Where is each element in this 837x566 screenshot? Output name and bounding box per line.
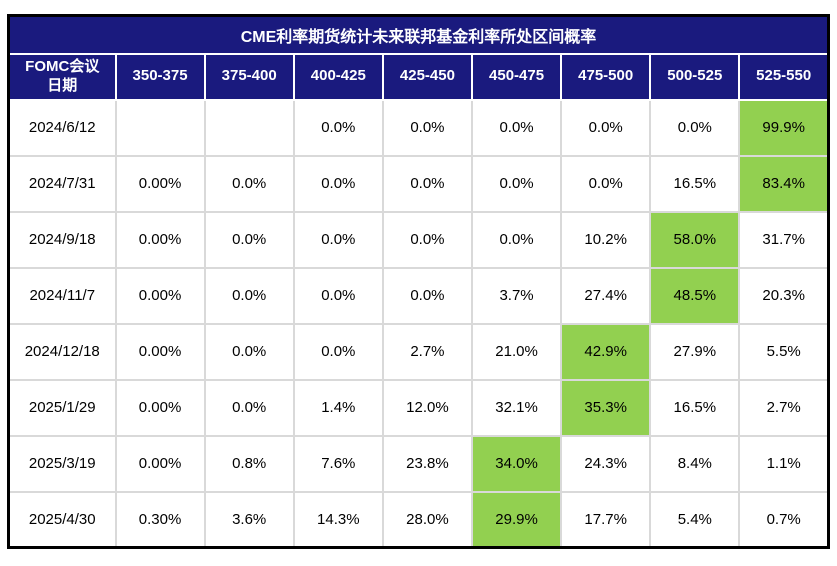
probability-cell-highlighted: 35.3%	[560, 378, 652, 437]
probability-cell: 0.0%	[292, 322, 384, 381]
probability-cell-highlighted: 34.0%	[470, 434, 563, 493]
rate-range-header: 475-500	[560, 52, 652, 101]
cme-rate-probability-table: CME利率期货统计未来联邦基金利率所处区间概率 FOMC会议 日期 350-37…	[7, 14, 830, 549]
probability-cell-highlighted: 83.4%	[738, 154, 830, 213]
probability-cell: 0.0%	[203, 154, 295, 213]
probability-cell: 1.4%	[292, 378, 384, 437]
rate-range-header: 350-375	[114, 52, 206, 101]
table-row: 2024/11/7 0.00% 0.0% 0.0% 0.0% 3.7% 27.4% 48.5%…	[7, 266, 830, 325]
column-header-row: FOMC会议 日期 350-375 375-400 400-425 425-450 45…	[7, 52, 830, 101]
fomc-date-cell: 2025/3/19	[7, 434, 117, 493]
rate-range-header: 375-400	[203, 52, 295, 101]
rate-range-header: 500-525	[649, 52, 741, 101]
probability-cell: 0.0%	[381, 210, 474, 269]
probability-cell: 16.5%	[649, 378, 741, 437]
corner-header-fomc-date: FOMC会议 日期	[7, 52, 117, 101]
probability-cell: 28.0%	[381, 490, 474, 549]
probability-cell: 0.0%	[292, 210, 384, 269]
probability-cell: 0.00%	[114, 322, 206, 381]
rate-range-header: 425-450	[381, 52, 474, 101]
probability-cell: 3.6%	[203, 490, 295, 549]
probability-cell: 12.0%	[381, 378, 474, 437]
probability-cell: 2.7%	[381, 322, 474, 381]
probability-cell-highlighted: 58.0%	[649, 210, 741, 269]
rate-range-header: 450-475	[470, 52, 563, 101]
fomc-date-cell: 2025/4/30	[7, 490, 117, 549]
rate-range-header: 525-550	[738, 52, 830, 101]
corner-header-line-2: 日期	[47, 76, 78, 94]
probability-cell: 5.5%	[738, 322, 830, 381]
probability-cell	[203, 98, 295, 157]
probability-cell-highlighted: 48.5%	[649, 266, 741, 325]
probability-cell: 0.0%	[203, 266, 295, 325]
probability-cell: 21.0%	[470, 322, 563, 381]
probability-cell: 27.4%	[560, 266, 652, 325]
probability-cell: 0.0%	[381, 266, 474, 325]
probability-cell: 0.00%	[114, 378, 206, 437]
table-row: 2024/12/18 0.00% 0.0% 0.0% 2.7% 21.0% 42.9% 27.…	[7, 322, 830, 381]
table-row: 2025/4/30 0.30% 3.6% 14.3% 28.0% 29.9% 17.7% 5.…	[7, 490, 830, 549]
probability-cell: 0.00%	[114, 154, 206, 213]
probability-cell: 0.0%	[649, 98, 741, 157]
table-title: CME利率期货统计未来联邦基金利率所处区间概率	[7, 14, 830, 55]
table-head: CME利率期货统计未来联邦基金利率所处区间概率 FOMC会议 日期 350-37…	[7, 14, 830, 101]
probability-cell: 0.0%	[560, 154, 652, 213]
probability-cell: 0.7%	[738, 490, 830, 549]
fomc-date-cell: 2024/12/18	[7, 322, 117, 381]
probability-cell-highlighted: 99.9%	[738, 98, 830, 157]
probability-cell: 0.0%	[292, 98, 384, 157]
probability-cell: 0.0%	[292, 266, 384, 325]
probability-cell: 23.8%	[381, 434, 474, 493]
probability-cell: 14.3%	[292, 490, 384, 549]
probability-cell: 16.5%	[649, 154, 741, 213]
probability-cell: 0.30%	[114, 490, 206, 549]
probability-cell: 0.0%	[470, 98, 563, 157]
probability-cell: 3.7%	[470, 266, 563, 325]
probability-cell: 0.0%	[203, 378, 295, 437]
probability-cell: 2.7%	[738, 378, 830, 437]
probability-cell: 0.8%	[203, 434, 295, 493]
fomc-date-cell: 2025/1/29	[7, 378, 117, 437]
probability-cell: 32.1%	[470, 378, 563, 437]
probability-cell: 31.7%	[738, 210, 830, 269]
probability-cell: 0.0%	[381, 154, 474, 213]
probability-cell: 17.7%	[560, 490, 652, 549]
table-row: 2024/6/12 0.0% 0.0% 0.0% 0.0% 0.0% 99.9%	[7, 98, 830, 157]
probability-cell: 27.9%	[649, 322, 741, 381]
probability-cell: 0.00%	[114, 266, 206, 325]
probability-cell: 0.00%	[114, 434, 206, 493]
probability-cell: 0.0%	[560, 98, 652, 157]
probability-cell: 1.1%	[738, 434, 830, 493]
fomc-date-cell: 2024/9/18	[7, 210, 117, 269]
probability-cell-highlighted: 42.9%	[560, 322, 652, 381]
probability-cell: 8.4%	[649, 434, 741, 493]
probability-cell: 0.0%	[470, 154, 563, 213]
table-row: 2024/9/18 0.00% 0.0% 0.0% 0.0% 0.0% 10.2% 58.0%…	[7, 210, 830, 269]
probability-cell: 0.0%	[203, 322, 295, 381]
probability-cell: 24.3%	[560, 434, 652, 493]
fomc-date-cell: 2024/6/12	[7, 98, 117, 157]
probability-cell	[114, 98, 206, 157]
rate-range-header: 400-425	[292, 52, 384, 101]
probability-cell: 0.0%	[381, 98, 474, 157]
probability-cell: 0.0%	[203, 210, 295, 269]
probability-cell: 10.2%	[560, 210, 652, 269]
corner-header-line-1: FOMC会议	[25, 57, 100, 75]
table-row: 2024/7/31 0.00% 0.0% 0.0% 0.0% 0.0% 0.0% 16.5% 8…	[7, 154, 830, 213]
probability-cell: 0.00%	[114, 210, 206, 269]
fomc-date-cell: 2024/11/7	[7, 266, 117, 325]
probability-cell: 5.4%	[649, 490, 741, 549]
probability-cell: 7.6%	[292, 434, 384, 493]
probability-cell: 0.0%	[470, 210, 563, 269]
fomc-date-cell: 2024/7/31	[7, 154, 117, 213]
title-row: CME利率期货统计未来联邦基金利率所处区间概率	[7, 14, 830, 55]
table-body: 2024/6/12 0.0% 0.0% 0.0% 0.0% 0.0% 99.9% 2024/7…	[7, 98, 830, 549]
probability-cell: 20.3%	[738, 266, 830, 325]
table-row: 2025/1/29 0.00% 0.0% 1.4% 12.0% 32.1% 35.3% 16.…	[7, 378, 830, 437]
probability-cell: 0.0%	[292, 154, 384, 213]
table-row: 2025/3/19 0.00% 0.8% 7.6% 23.8% 34.0% 24.3% 8.4…	[7, 434, 830, 493]
probability-cell-highlighted: 29.9%	[470, 490, 563, 549]
